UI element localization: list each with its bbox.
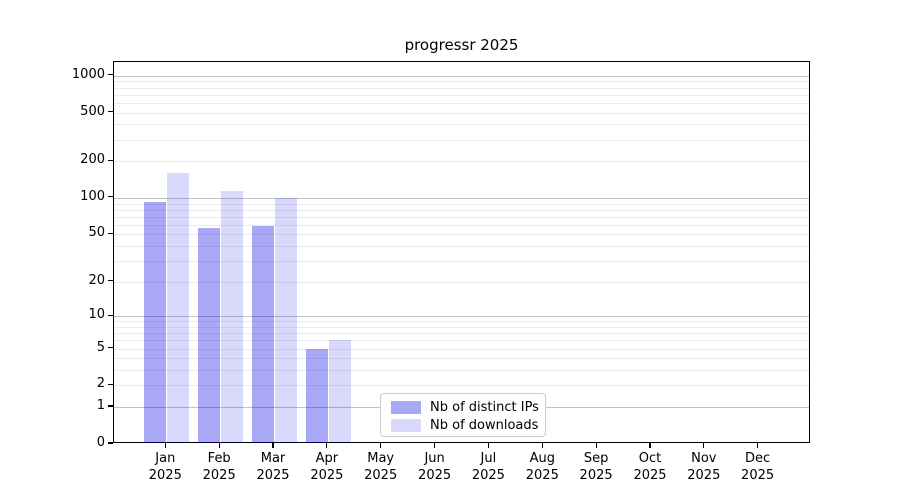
x-tick-label-jul: Jul 2025 [471,451,505,483]
x-tick-label-jan: Jan 2025 [148,451,182,483]
y-tick-label-5: 5 [96,339,105,355]
gridline-minor-50 [114,234,809,236]
legend: Nb of distinct IPs Nb of downloads [380,393,546,437]
gridline-minor-2 [114,385,809,387]
x-tick-mark-mar [272,443,274,448]
x-tick-label-nov: Nov 2025 [687,451,721,483]
y-tick-label-10: 10 [88,307,105,323]
gridline-major-100 [114,197,809,199]
legend-row-distinct-ips: Nb of distinct IPs [391,398,539,416]
y-tick-label-2: 2 [96,376,105,392]
y-tick-mark-0 [108,442,113,444]
x-tick-label-dec: Dec 2025 [741,451,775,483]
x-tick-mark-feb [218,443,220,448]
x-tick-mark-may [380,443,382,448]
legend-label-distinct-ips: Nb of distinct IPs [430,399,539,415]
legend-row-downloads: Nb of downloads [391,416,539,434]
gridline-minor-3 [114,370,809,372]
gridline-minor-60 [114,224,809,226]
x-tick-mark-nov [703,443,705,448]
gridline-minor-400 [114,124,809,126]
y-tick-label-0: 0 [96,435,105,450]
y-tick-label-1000: 1000 [71,66,105,82]
gridline-minor-30 [114,260,809,262]
x-tick-mark-aug [541,443,543,448]
gridline-minor-9 [114,321,809,323]
gridline-minor-5 [114,348,809,350]
y-tick-mark-200 [108,159,113,161]
y-tick-label-100: 100 [80,188,105,204]
gridline-minor-500 [114,112,809,114]
y-tick-label-20: 20 [88,272,105,288]
gridline-minor-300 [114,139,809,141]
x-tick-label-mar: Mar 2025 [256,451,290,483]
bar-downloads-apr [328,340,351,443]
gridline-minor-90 [114,203,809,205]
x-tick-mark-jun [433,443,436,448]
gridline-minor-20 [114,281,809,283]
x-tick-label-oct: Oct 2025 [633,451,667,483]
gridline-major-1000 [114,75,809,77]
y-tick-mark-1000 [108,74,113,76]
x-tick-label-jun: Jun 2025 [418,451,452,483]
y-tick-mark-1 [108,405,113,407]
bar-distinct-ips-apr [305,348,328,443]
bar-distinct-ips-mar [252,225,274,443]
bar-downloads-feb [221,191,244,443]
y-tick-mark-10 [108,314,113,316]
gridline-major-10 [114,316,809,318]
gridline-minor-4 [114,358,809,360]
gridline-minor-6 [114,340,809,342]
legend-swatch-distinct-ips [391,400,421,414]
y-tick-mark-100 [108,196,113,198]
bar-downloads-jan [167,173,190,443]
gridline-minor-800 [114,87,809,89]
x-tick-mark-apr [326,443,328,448]
x-tick-mark-sep [595,443,597,448]
bar-distinct-ips-jan [144,202,167,443]
gridline-minor-7 [114,333,809,335]
y-tick-label-200: 200 [80,152,105,168]
gridline-minor-600 [114,102,809,104]
x-tick-label-feb: Feb 2025 [202,451,236,483]
y-tick-mark-2 [108,383,113,385]
x-tick-label-may: May 2025 [364,451,398,483]
x-tick-label-aug: Aug 2025 [525,451,559,483]
bar-distinct-ips-feb [198,227,221,443]
x-tick-mark-oct [649,443,651,448]
bar-downloads-mar [275,197,297,443]
legend-label-downloads: Nb of downloads [430,417,539,433]
gridline-minor-900 [114,81,809,83]
y-tick-label-1: 1 [96,398,105,413]
y-tick-mark-20 [108,280,113,282]
x-tick-mark-dec [757,443,759,448]
gridline-minor-40 [114,246,809,247]
x-tick-mark-jul [487,443,489,448]
chart-title: progressr 2025 [404,36,519,54]
legend-swatch-downloads [391,418,421,432]
x-tick-label-sep: Sep 2025 [579,451,613,483]
gridline-minor-70 [114,216,809,218]
x-tick-label-apr: Apr 2025 [310,451,344,483]
y-tick-label-50: 50 [88,225,105,241]
x-tick-mark-jan [164,443,166,448]
y-tick-mark-5 [108,346,113,349]
gridline-minor-700 [114,94,809,96]
y-tick-mark-50 [108,232,113,234]
y-tick-label-500: 500 [80,103,105,119]
gridline-minor-200 [114,161,809,163]
y-tick-mark-500 [108,111,113,113]
gridline-minor-8 [114,326,809,328]
gridline-minor-80 [114,209,809,211]
plot-area [113,61,810,443]
